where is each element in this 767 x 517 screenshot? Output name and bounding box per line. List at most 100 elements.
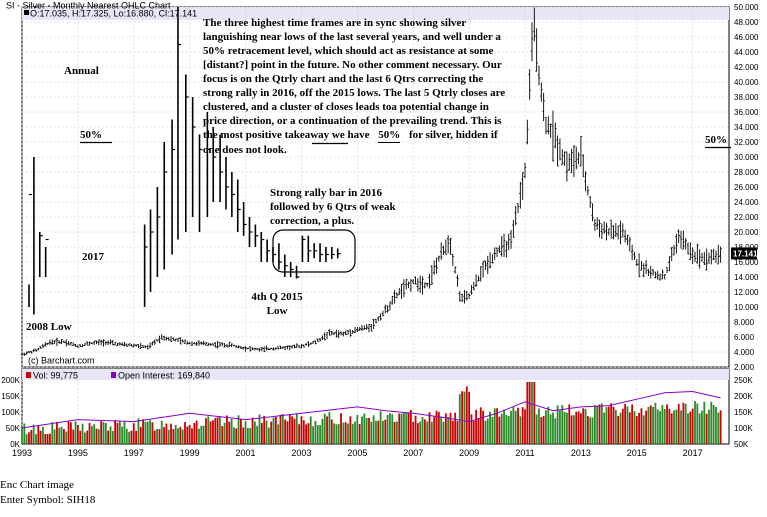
y-tick-label: 16.000 <box>734 258 759 267</box>
volume-bar <box>137 418 140 444</box>
vol-right-tick: 100K <box>734 424 753 433</box>
volume-bar <box>209 421 212 444</box>
volume-bar <box>496 408 498 444</box>
volume-bar <box>717 412 720 444</box>
volume-bar <box>493 408 496 444</box>
volume-bar <box>575 411 578 444</box>
volume-bar <box>337 423 340 444</box>
volume-bar <box>628 412 631 444</box>
volume-bar <box>656 409 659 444</box>
volume-bar <box>703 401 706 444</box>
volume-bar <box>528 382 531 444</box>
y-tick-label: 12.000 <box>734 288 759 297</box>
volume-bar <box>444 413 447 444</box>
volume-bar <box>142 419 144 444</box>
volume-bar <box>635 416 638 444</box>
main-comment-text: The three highest time frames are in syn… <box>203 17 506 141</box>
y-tick-label: 36.000 <box>734 108 759 117</box>
volume-bar <box>640 408 643 444</box>
volume-bar <box>351 423 354 444</box>
volume-bar <box>442 421 445 444</box>
volume-bar <box>321 418 324 444</box>
volume-bar <box>577 411 580 444</box>
volume-bar <box>396 421 398 444</box>
volume-bar <box>356 414 359 444</box>
volume-bar <box>286 421 289 444</box>
volume-bar <box>258 414 261 444</box>
volume-bar <box>272 417 275 444</box>
volume-bar <box>279 414 282 444</box>
volume-bar <box>705 413 708 444</box>
volume-bar <box>63 429 65 444</box>
vol-right-tick: 50K <box>734 440 749 449</box>
volume-bar <box>514 410 517 444</box>
volume-bar <box>249 428 252 444</box>
volume-bar <box>365 418 368 444</box>
x-tick-label: 2011 <box>515 448 534 458</box>
volume-bar <box>638 412 641 444</box>
volume-bar <box>181 429 184 444</box>
y-tick-label: 32.000 <box>734 138 759 147</box>
volume-bar <box>30 429 33 444</box>
oi-swatch <box>111 372 116 378</box>
volume-bar <box>598 404 601 444</box>
footer: Enc Chart image Enter Symbol: SIH18 <box>0 478 95 508</box>
volume-bar <box>479 407 482 444</box>
vol-legend: Vol: 99,775 <box>33 370 78 380</box>
chart-title: SI - Silver - Monthly Nearest OHLC Chart <box>6 0 171 10</box>
volume-bar <box>538 408 540 444</box>
volume-bar <box>673 410 675 444</box>
volume-bar <box>226 415 228 444</box>
volume-bar <box>712 405 715 444</box>
volume-bar <box>400 413 403 444</box>
volume-bar <box>624 404 627 444</box>
volume-bar <box>354 421 356 444</box>
volume-bar <box>46 433 49 444</box>
volume-bar <box>263 415 266 444</box>
volume-bar <box>39 430 42 444</box>
volume-bar <box>132 423 135 444</box>
volume-bar <box>67 420 70 444</box>
volume-bar <box>151 422 154 444</box>
volume-bar <box>403 412 405 444</box>
last-price-marker <box>731 247 757 260</box>
x-tick-label: 2001 <box>236 448 256 458</box>
volume-bar <box>524 409 526 444</box>
y-tick-label: 14.000 <box>734 273 759 282</box>
volume-bar <box>710 401 713 444</box>
volume-bar <box>626 406 629 444</box>
volume-bar <box>409 410 412 444</box>
volume-bar <box>680 410 682 444</box>
volume-bar <box>393 421 396 444</box>
volume-bar <box>212 420 214 444</box>
volume-bar <box>244 421 247 444</box>
volume-bar <box>21 425 23 444</box>
volume-bar <box>293 418 296 444</box>
volume-bar <box>405 412 408 444</box>
volume-bar <box>295 413 298 444</box>
y-tick-label: 24.000 <box>734 198 759 207</box>
volume-bar <box>519 416 522 444</box>
volume-bar <box>375 420 377 444</box>
volume-bar <box>74 421 77 444</box>
x-tick-label: 1993 <box>12 448 32 458</box>
volume-bar <box>661 404 664 444</box>
y-tick-label: 6.000 <box>734 333 755 342</box>
y-tick-label: 2.000 <box>734 363 755 372</box>
y-tick-label: 50.000 <box>734 3 759 12</box>
volume-bar <box>86 430 89 444</box>
x-tick-label: 1995 <box>68 448 88 458</box>
volume-bar <box>607 406 610 444</box>
volume-bar <box>49 433 51 444</box>
volume-bar <box>649 405 652 444</box>
volume-bar <box>491 417 494 444</box>
volume-bar <box>677 403 680 444</box>
volume-bar <box>715 406 717 444</box>
y-tick-label: 22.000 <box>734 213 759 222</box>
volume-bar <box>440 416 443 444</box>
y-tick-label: 38.000 <box>734 93 759 102</box>
volume-bar <box>44 434 47 444</box>
volume-bar <box>500 413 503 444</box>
volume-bar <box>379 411 382 444</box>
volume-bar <box>484 420 487 444</box>
